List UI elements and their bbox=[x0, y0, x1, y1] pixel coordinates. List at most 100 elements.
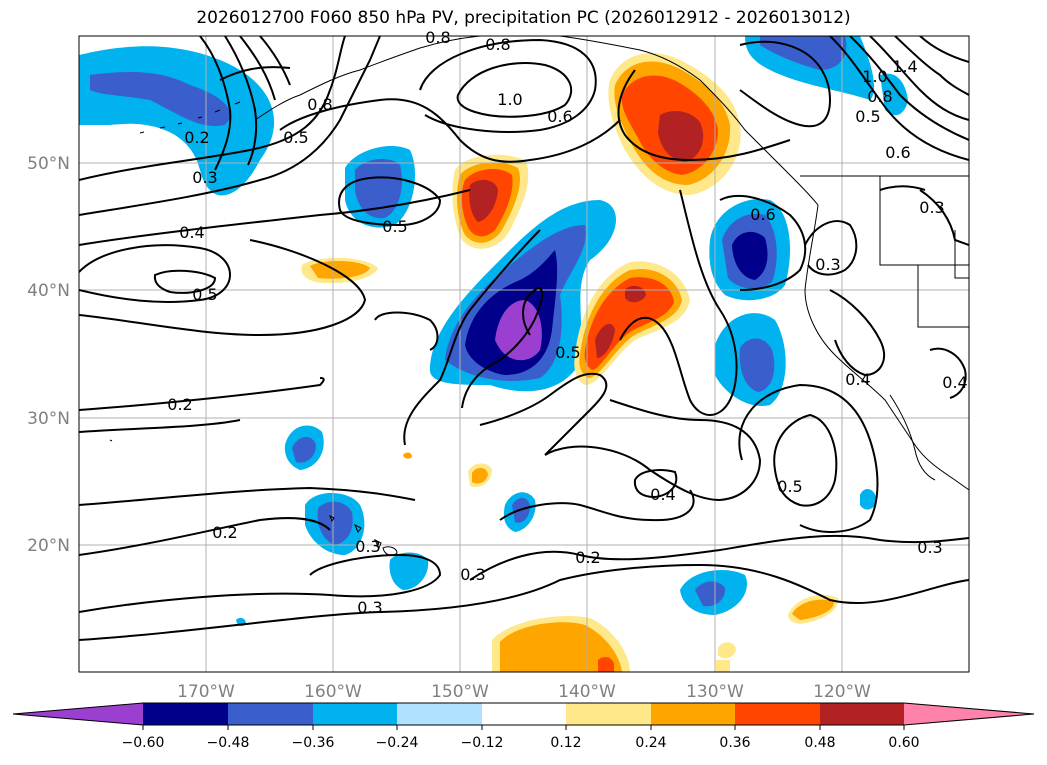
pv-contour-line bbox=[403, 229, 541, 446]
colorbar-segment bbox=[313, 703, 397, 725]
colorbar-segment bbox=[820, 703, 904, 725]
lon-label: 140°W bbox=[558, 682, 616, 702]
pv-contour-line bbox=[338, 176, 442, 227]
island-aleutian bbox=[139, 101, 241, 134]
pv-contour-line bbox=[894, 36, 969, 96]
shading-blob bbox=[403, 452, 412, 459]
colorbar-segment bbox=[735, 703, 820, 725]
shading-blob bbox=[716, 660, 730, 672]
shading-blob bbox=[658, 110, 704, 162]
colorbar-tick-label: −0.36 bbox=[292, 735, 335, 751]
colorbar-tick-label: −0.12 bbox=[461, 735, 504, 751]
colorbar-segment bbox=[566, 703, 651, 725]
map-gridlines bbox=[79, 36, 969, 672]
colorbar-segment-max-extend bbox=[904, 703, 1034, 725]
contour-label: 0.2 bbox=[167, 395, 192, 414]
shading-blob bbox=[292, 437, 316, 463]
contour-label: 0.2 bbox=[575, 548, 600, 567]
colorbar: −0.60 −0.48 −0.36 −0.24 −0.12 0.12 0.24 … bbox=[12, 702, 1035, 751]
colorbar-tick-label: −0.60 bbox=[122, 735, 165, 751]
coastline-west-coast bbox=[804, 204, 969, 491]
shading-blob bbox=[792, 599, 834, 620]
pv-contour-line bbox=[829, 36, 969, 161]
island-hawaii-4 bbox=[382, 546, 398, 556]
colorbar-tick-label: 0.48 bbox=[804, 735, 835, 751]
pv-contour-line bbox=[79, 553, 442, 613]
shading-blob bbox=[860, 488, 877, 510]
pv-contour-line bbox=[79, 239, 367, 337]
colorbar-segment bbox=[482, 703, 566, 725]
border-states-2 bbox=[917, 265, 969, 328]
colorbar-tick-label: −0.24 bbox=[376, 735, 419, 751]
colorbar-segment bbox=[143, 703, 228, 725]
coastline-baja bbox=[889, 394, 936, 481]
contour-label: 0.2 bbox=[184, 128, 209, 147]
contour-label: 0.3 bbox=[460, 565, 485, 584]
pv-contour-line bbox=[919, 189, 969, 246]
pv-contour-line bbox=[719, 195, 807, 291]
pv-contour-line bbox=[738, 383, 879, 533]
contour-label: 0.6 bbox=[547, 107, 572, 126]
shading-blob bbox=[732, 231, 768, 280]
pv-contour-line bbox=[79, 36, 346, 181]
pv-contour-line bbox=[461, 287, 544, 409]
pv-contour-line bbox=[79, 419, 241, 433]
contour-label: 1.0 bbox=[862, 67, 887, 86]
pv-contour-line bbox=[279, 98, 621, 163]
pv-contour-line bbox=[469, 534, 969, 581]
contour-label: 0.8 bbox=[425, 28, 450, 47]
pv-contour-line bbox=[419, 38, 597, 133]
pv-contour-line bbox=[869, 36, 969, 121]
shading-blob bbox=[595, 323, 615, 358]
shading-blob bbox=[598, 656, 614, 672]
shading-blob bbox=[718, 642, 736, 659]
coastlines bbox=[109, 36, 969, 556]
contour-label: 0.6 bbox=[885, 143, 910, 162]
pv-contour-line bbox=[79, 36, 381, 216]
contour-label: 0.3 bbox=[815, 255, 840, 274]
shading-blob bbox=[317, 501, 353, 545]
longitude-labels: 170°W 160°W 150°W 140°W 130°W 120°W bbox=[177, 682, 871, 702]
lon-label: 130°W bbox=[686, 682, 744, 702]
contour-label: 0.3 bbox=[919, 198, 944, 217]
pv-contour-line bbox=[199, 36, 232, 171]
border-states-3 bbox=[954, 230, 969, 279]
contour-label: 0.3 bbox=[357, 598, 382, 617]
border-states-1 bbox=[879, 176, 969, 266]
pv-contour-line bbox=[804, 220, 858, 276]
pv-contour-labels: 0.8 1.0 0.6 0.8 0.5 0.2 0.3 0.4 0.5 0.5 … bbox=[167, 28, 967, 617]
lat-label: 50°N bbox=[27, 154, 70, 174]
pv-contour-line bbox=[879, 185, 926, 191]
pv-contour-line bbox=[239, 36, 276, 101]
colorbar-tick-label: 0.36 bbox=[719, 735, 750, 751]
map-frame bbox=[78, 35, 970, 673]
shading-blob bbox=[389, 552, 429, 590]
pv-contour-line bbox=[79, 377, 325, 411]
contour-label: 0.8 bbox=[867, 87, 892, 106]
pv-contour-line bbox=[79, 563, 969, 641]
lat-label: 20°N bbox=[27, 536, 70, 556]
island-hawaii-2 bbox=[354, 523, 362, 533]
island-hawaii-1 bbox=[329, 514, 335, 523]
coastline-alaska-peninsula bbox=[254, 36, 481, 121]
shading-blob bbox=[355, 158, 402, 219]
shading-blob bbox=[695, 581, 726, 607]
pv-contour-line bbox=[79, 189, 471, 246]
pv-contour-line bbox=[259, 36, 291, 86]
pv-contour-line bbox=[479, 372, 608, 456]
map-title: 2026012700 F060 850 hPa PV, precipitatio… bbox=[196, 8, 851, 28]
pv-contour-line bbox=[829, 289, 885, 377]
colorbar-segment-min-extend bbox=[13, 703, 143, 725]
pv-contour-line bbox=[456, 62, 573, 118]
contour-label: 0.5 bbox=[382, 217, 407, 236]
contour-label: 0.5 bbox=[283, 128, 308, 147]
contour-label: 0.4 bbox=[942, 373, 967, 392]
contour-label: 1.0 bbox=[497, 90, 522, 109]
contour-label: 0.3 bbox=[917, 538, 942, 557]
shading-blob bbox=[880, 73, 908, 116]
pv-contour-line bbox=[739, 40, 832, 128]
shading-blob bbox=[472, 467, 488, 484]
pv-contour-line bbox=[849, 36, 969, 141]
pv-contour-line bbox=[79, 517, 331, 556]
